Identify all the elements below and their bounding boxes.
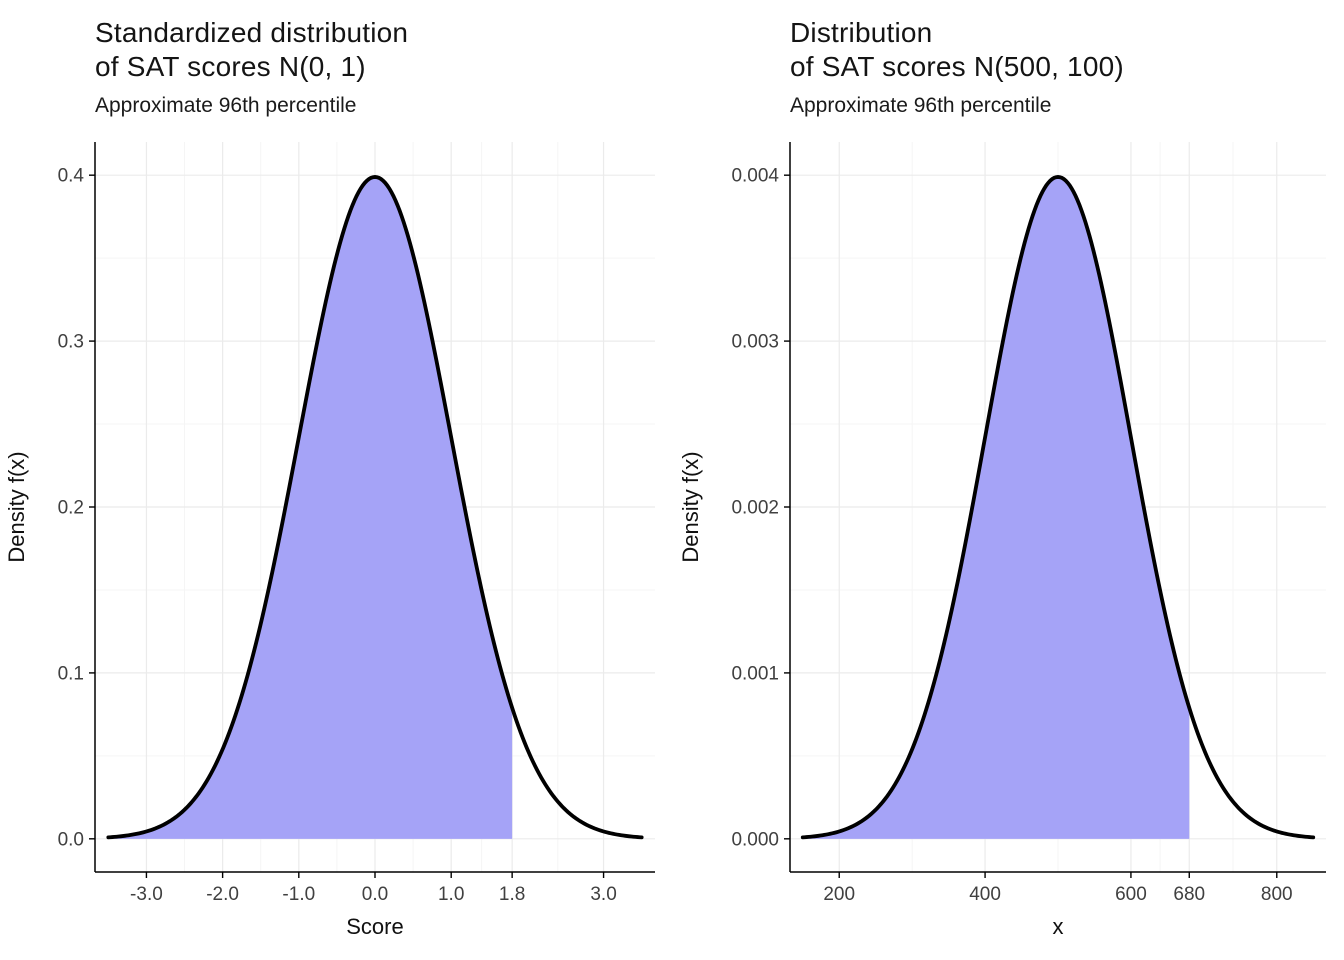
y-tick-label: 0.3 — [58, 332, 84, 353]
chart-subtitle: Approximate 96th percentile — [95, 94, 357, 118]
chart-header: Standardized distribution of SAT scores … — [0, 0, 672, 128]
x-tick-label: 680 — [1173, 884, 1205, 905]
y-tick-label: 0.000 — [731, 829, 779, 850]
density-curve — [106, 175, 644, 840]
tick-marks: -3.0 -2.0 -1.0 0.0 1.0 1.8 3.0 0.0 0.1 0.2 0.3 0.4 — [58, 166, 617, 905]
x-tick-label: 400 — [969, 884, 1001, 905]
chart-title-line1: Distribution — [790, 17, 933, 48]
chart-title: Distribution of SAT scores N(500, 100) — [790, 16, 1344, 84]
chart-title-line2: of SAT scores N(0, 1) — [95, 51, 366, 83]
x-tick-label: 200 — [823, 884, 855, 905]
x-tick-label: 800 — [1261, 884, 1293, 905]
y-tick-label: 0.002 — [731, 498, 779, 519]
chart-title-line2: of SAT scores N(500, 100) — [790, 51, 1124, 83]
y-tick-label: 0.004 — [731, 166, 779, 187]
y-tick-label: 0.4 — [58, 166, 85, 187]
x-tick-label: -3.0 — [130, 884, 163, 905]
shaded-area — [802, 176, 1190, 839]
x-tick-label: 0.0 — [362, 884, 388, 905]
x-axis-title: Score — [346, 914, 403, 939]
density-curve — [800, 175, 1316, 840]
chart-standardized-distribution: Standardized distribution of SAT scores … — [0, 0, 672, 939]
y-tick-label: 0.001 — [731, 663, 779, 684]
y-tick-label: 0.0 — [58, 829, 84, 850]
y-tick-label: 0.1 — [58, 663, 84, 684]
tick-marks: 200 400 600 680 800 0.000 0.001 0.002 0.003 0.004 — [731, 166, 1292, 905]
y-tick-label: 0.2 — [58, 498, 84, 519]
x-tick-label: 1.0 — [438, 884, 464, 905]
chart-subtitle: Approximate 96th percentile — [790, 94, 1052, 118]
chart-title: Standardized distribution of SAT scores … — [95, 16, 672, 84]
x-tick-label: -1.0 — [282, 884, 315, 905]
density-plot-standardized: -3.0 -2.0 -1.0 0.0 1.0 1.8 3.0 0.0 0.1 0.2 0.3 0.4 S… — [4, 142, 655, 939]
chart-header: Distribution of SAT scores N(500, 100) A… — [672, 0, 1344, 128]
y-tick-label: 0.003 — [731, 332, 779, 353]
x-tick-label: 3.0 — [590, 884, 616, 905]
chart-original-distribution: Distribution of SAT scores N(500, 100) A… — [672, 0, 1344, 960]
x-axis-title: x — [1053, 914, 1064, 939]
chart-title-line1: Standardized distribution — [95, 17, 409, 48]
x-tick-label: 1.8 — [499, 884, 525, 905]
x-tick-label: 600 — [1115, 884, 1147, 905]
y-axis-title: Density f(x) — [678, 451, 703, 562]
density-plot-original: 200 400 600 680 800 0.000 0.001 0.002 0.003 0.004… — [678, 142, 1326, 939]
shaded-area — [108, 176, 513, 839]
x-tick-label: -2.0 — [206, 884, 239, 905]
y-axis-title: Density f(x) — [4, 451, 29, 562]
